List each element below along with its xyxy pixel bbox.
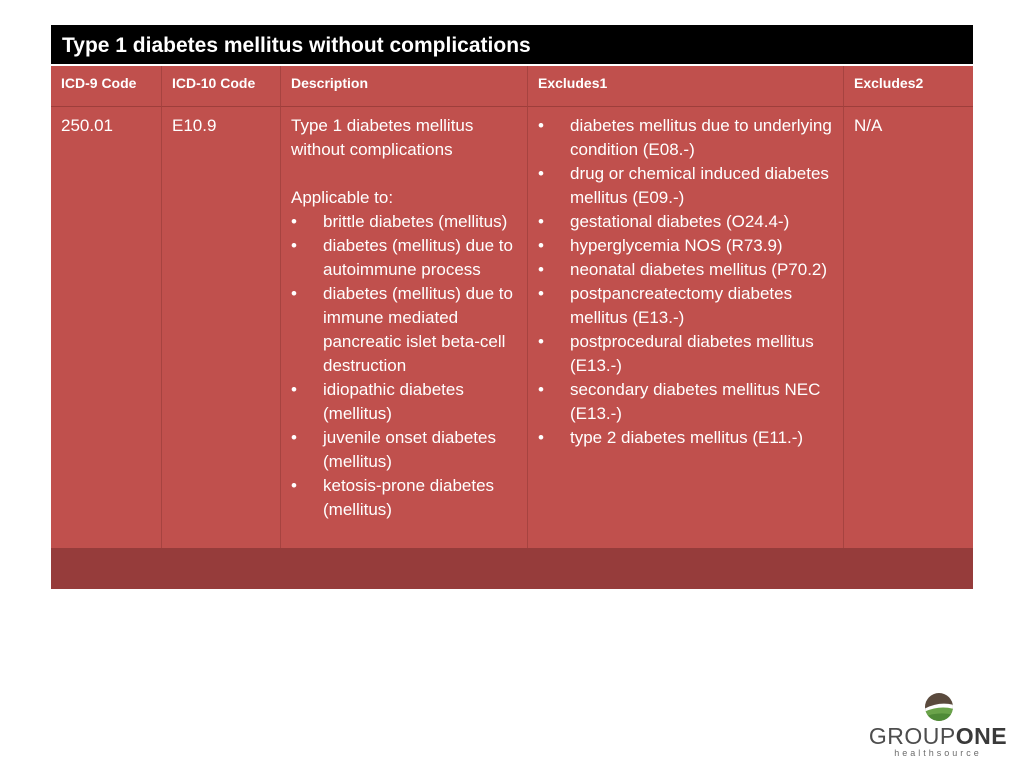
table-row: 250.01 E10.9 Type 1 diabetes mellitus wi…	[51, 107, 973, 548]
applicable-label: Applicable to:	[291, 188, 394, 207]
cell-icd10: E10.9	[162, 107, 281, 548]
logo-wordmark: GROUPONE	[858, 723, 1018, 750]
cell-excludes2: N/A	[844, 107, 973, 548]
description-main: Type 1 diabetes mellitus without complic…	[291, 116, 474, 159]
list-item: idiopathic diabetes (mellitus)	[291, 378, 517, 426]
spacer	[291, 162, 517, 186]
list-item: neonatal diabetes mellitus (P70.2)	[538, 258, 833, 282]
logo-group-text: GROUP	[868, 723, 956, 749]
list-item: diabetes mellitus due to underlying cond…	[538, 114, 833, 162]
list-item: type 2 diabetes mellitus (E11.-)	[538, 426, 833, 450]
list-item: ketosis-prone diabetes (mellitus)	[291, 474, 517, 522]
cell-description: Type 1 diabetes mellitus without complic…	[281, 107, 528, 548]
excludes1-list: diabetes mellitus due to underlying cond…	[538, 114, 833, 450]
logo-globe-icon	[925, 693, 953, 721]
header-icd9: ICD-9 Code	[51, 66, 162, 107]
header-description: Description	[281, 66, 528, 107]
header-excludes1: Excludes1	[528, 66, 844, 107]
logo-subtitle: healthsource	[894, 748, 982, 758]
list-item: postpancreatectomy diabetes mellitus (E1…	[538, 282, 833, 330]
header-excludes2: Excludes2	[844, 66, 973, 107]
table-title: Type 1 diabetes mellitus without complic…	[51, 25, 973, 66]
cell-icd9: 250.01	[51, 107, 162, 548]
list-item: brittle diabetes (mellitus)	[291, 210, 517, 234]
icd10-code: E10.9	[172, 116, 217, 135]
list-item: postprocedural diabetes mellitus (E13.-)	[538, 330, 833, 378]
list-item: hyperglycemia NOS (R73.9)	[538, 234, 833, 258]
table-footer-row	[51, 548, 973, 589]
applicable-list: brittle diabetes (mellitus) diabetes (me…	[291, 210, 517, 522]
list-item: juvenile onset diabetes (mellitus)	[291, 426, 517, 474]
groupone-logo: GROUPONE healthsource	[858, 690, 1018, 760]
table-header-row: ICD-9 Code ICD-10 Code Description Exclu…	[51, 66, 973, 107]
cell-excludes1: diabetes mellitus due to underlying cond…	[528, 107, 844, 548]
list-item: drug or chemical induced diabetes mellit…	[538, 162, 833, 210]
icd9-code: 250.01	[61, 116, 113, 135]
icd-code-table: Type 1 diabetes mellitus without complic…	[51, 25, 973, 591]
list-item: diabetes (mellitus) due to autoimmune pr…	[291, 234, 517, 282]
excludes2-value: N/A	[854, 116, 883, 135]
list-item: gestational diabetes (O24.4-)	[538, 210, 833, 234]
header-icd10: ICD-10 Code	[162, 66, 281, 107]
logo-one-text: ONE	[955, 723, 1008, 749]
list-item: secondary diabetes mellitus NEC (E13.-)	[538, 378, 833, 426]
list-item: diabetes (mellitus) due to immune mediat…	[291, 282, 517, 378]
